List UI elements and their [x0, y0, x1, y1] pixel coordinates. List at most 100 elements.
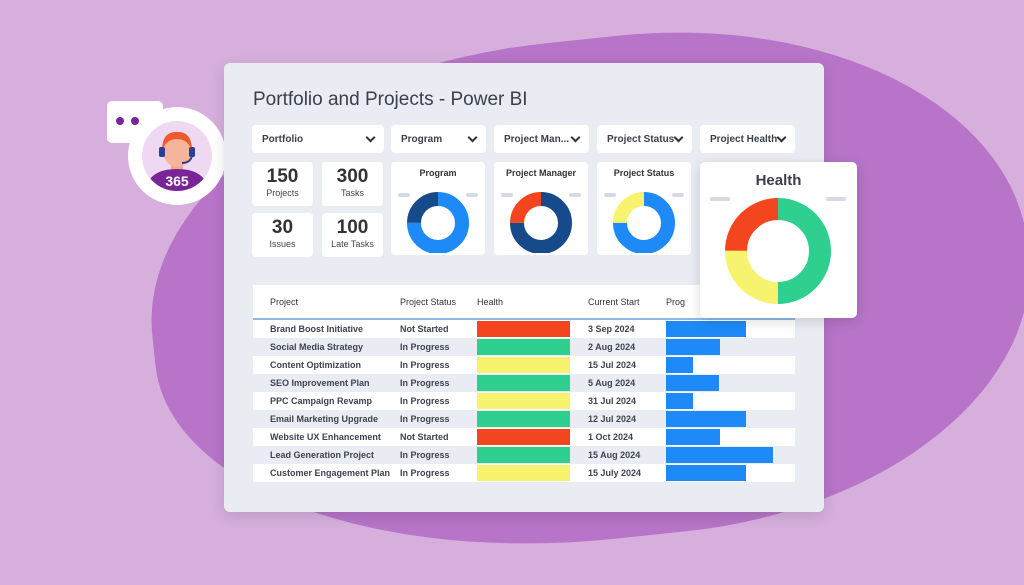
legend-placeholder	[604, 193, 616, 197]
health-bar	[477, 393, 570, 409]
progress-bar	[666, 375, 719, 391]
health-bar	[477, 465, 570, 481]
header-progress[interactable]: Prog	[666, 296, 686, 307]
health-bar	[477, 339, 570, 355]
project-status-filter[interactable]: Project Status	[597, 125, 692, 153]
kpi-value: 150	[266, 166, 299, 187]
progress-cell	[666, 411, 795, 427]
health-cell	[477, 429, 588, 445]
header-health[interactable]: Health	[477, 296, 504, 307]
project-status-donut-chart	[604, 192, 684, 254]
table-row[interactable]: Content Optimization In Progress 15 Jul 20…	[253, 356, 795, 374]
health-bar	[477, 357, 570, 373]
header-status[interactable]: Project Status	[400, 296, 457, 307]
portfolio-filter[interactable]: Portfolio	[252, 125, 384, 153]
health-bar	[477, 411, 570, 427]
current-start: 15 July 2024	[588, 468, 642, 478]
current-start: 12 Jul 2024	[588, 414, 637, 424]
table-row[interactable]: Social Media Strategy In Progress 2 Aug 20…	[253, 338, 795, 356]
project-status: Not Started	[400, 432, 449, 442]
kpi-label: Projects	[266, 188, 299, 198]
legend-placeholder	[466, 193, 478, 197]
progress-cell	[666, 429, 795, 445]
kpi-label: Late Tasks	[331, 239, 374, 249]
filter-label: Portfolio	[262, 133, 304, 145]
donut-slice-1[interactable]	[510, 192, 572, 254]
chevron-down-icon	[467, 132, 478, 142]
table-row[interactable]: Website UX Enhancement Not Started 1 Oct 2…	[253, 428, 795, 446]
health-donut-chart	[710, 197, 846, 304]
legend-placeholder	[672, 193, 684, 197]
filter-label: Project Man...	[504, 133, 570, 145]
project-manager-donut-chart	[501, 192, 581, 254]
donut-slice-2[interactable]	[725, 198, 831, 304]
current-start: 31 Jul 2024	[588, 396, 637, 406]
project-name: Social Media Strategy	[270, 342, 364, 352]
donut-title: Project Status	[613, 168, 675, 178]
health-bar	[477, 375, 570, 391]
program-donut-chart	[398, 192, 478, 254]
support-agent-icon: 365	[146, 131, 208, 191]
current-start: 3 Sep 2024	[588, 324, 635, 334]
progress-bar	[666, 465, 746, 481]
progress-bar	[666, 339, 721, 355]
chevron-down-icon	[673, 132, 684, 142]
kpi-issues: 30 Issues	[252, 213, 313, 257]
health-cell	[477, 393, 588, 409]
project-name: Lead Generation Project	[270, 450, 375, 460]
kpi-value: 100	[336, 217, 369, 238]
progress-cell	[666, 339, 795, 355]
donut-slice-1[interactable]	[613, 192, 675, 254]
health-cell	[477, 339, 588, 355]
project-status: In Progress	[400, 342, 450, 352]
progress-cell	[666, 393, 795, 409]
health-cell	[477, 411, 588, 427]
health-cell	[477, 357, 588, 373]
chevron-down-icon	[776, 132, 787, 142]
donut-title: Project Manager	[505, 168, 577, 178]
table-row[interactable]: Email Marketing Upgrade In Progress 12 Jul…	[253, 410, 795, 428]
project-name: SEO Improvement Plan	[270, 378, 370, 388]
health-title: Health	[755, 172, 802, 189]
progress-bar	[666, 357, 694, 373]
program-donut-card: Program	[391, 162, 485, 255]
health-bar	[477, 447, 570, 463]
project-status: In Progress	[400, 360, 450, 370]
donut-slice-1[interactable]	[407, 192, 469, 254]
project-name: Brand Boost Initiative	[270, 324, 364, 334]
legend-placeholder	[398, 193, 410, 197]
chevron-down-icon	[570, 132, 581, 142]
progress-cell	[666, 375, 795, 391]
project-health-filter[interactable]: Project Health	[700, 125, 795, 153]
progress-bar	[666, 429, 721, 445]
donut-title: Program	[419, 168, 457, 178]
filter-label: Program	[401, 133, 443, 145]
current-start: 15 Aug 2024	[588, 450, 641, 460]
health-cell	[477, 465, 588, 481]
header-current-start[interactable]: Current Start	[588, 296, 640, 307]
project-status: In Progress	[400, 396, 450, 406]
project-status-donut-card: Project Status	[597, 162, 691, 255]
project-manager-filter[interactable]: Project Man...	[494, 125, 589, 153]
table-row[interactable]: Brand Boost Initiative Not Started 3 Sep 2…	[253, 320, 795, 338]
health-cell	[477, 321, 588, 337]
table-row[interactable]: Lead Generation Project In Progress 15 Aug…	[253, 446, 795, 464]
donut-slice-1[interactable]	[725, 198, 831, 304]
health-bar	[477, 429, 570, 445]
progress-cell	[666, 321, 795, 337]
projects-table: Project Project Status Health Current St…	[253, 285, 795, 485]
kpi-label: Tasks	[340, 188, 364, 198]
progress-bar	[666, 321, 746, 337]
avatar: 365	[128, 107, 226, 205]
project-name: Customer Engagement Plan	[270, 468, 391, 478]
legend-placeholder	[569, 193, 581, 197]
header-project[interactable]: Project	[270, 296, 299, 307]
project-name: Website UX Enhancement	[270, 432, 381, 442]
table-row[interactable]: SEO Improvement Plan In Progress 5 Aug 202…	[253, 374, 795, 392]
table-row[interactable]: PPC Campaign Revamp In Progress 31 Jul 202…	[253, 392, 795, 410]
program-filter[interactable]: Program	[391, 125, 486, 153]
chevron-down-icon	[365, 132, 376, 142]
legend-placeholder	[710, 197, 730, 201]
progress-bar	[666, 393, 694, 409]
table-row[interactable]: Customer Engagement Plan In Progress 15 Ju…	[253, 464, 795, 482]
